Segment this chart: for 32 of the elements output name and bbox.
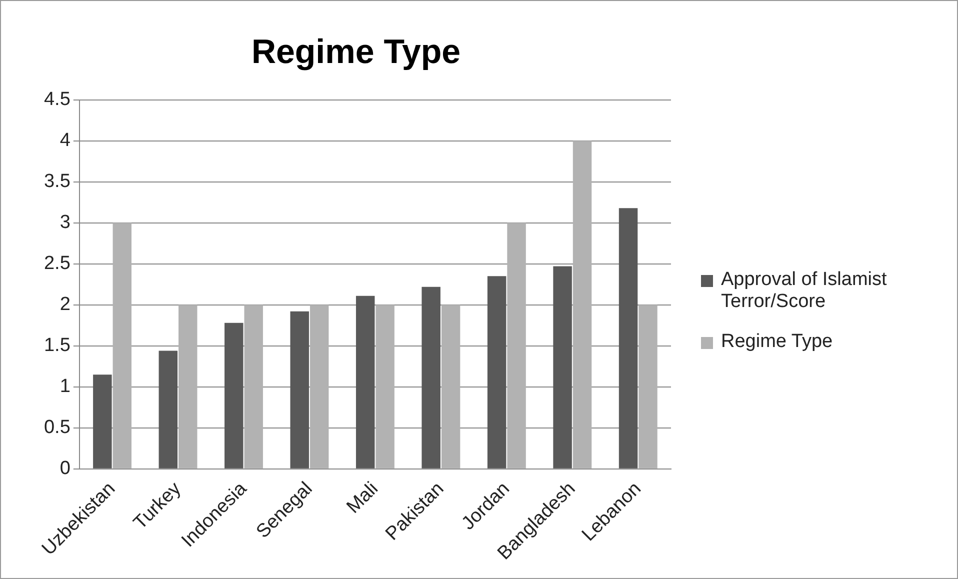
- bar: [487, 276, 506, 468]
- x-tick-label: Mali: [342, 478, 382, 518]
- legend-label: Approval of Islamist Terror/Score: [721, 269, 888, 313]
- chart-title: Regime Type: [251, 32, 461, 71]
- bar: [224, 322, 244, 468]
- bar: [553, 266, 572, 468]
- bar: [112, 222, 132, 468]
- y-tick-label: 0: [60, 458, 70, 480]
- bar: [441, 304, 460, 468]
- bar: [618, 208, 638, 468]
- y-tick-label: 2.5: [44, 253, 70, 274]
- legend-label: Regime Type: [721, 331, 833, 353]
- y-tick-label: 3.5: [44, 171, 70, 192]
- bar: [422, 286, 440, 468]
- y-tick-label: 0.5: [44, 417, 70, 438]
- y-tick-label: 4.5: [44, 89, 70, 110]
- y-tick-label: 1.5: [44, 335, 70, 356]
- bar: [638, 304, 658, 468]
- bar: [376, 304, 394, 468]
- bar: [93, 374, 112, 468]
- bar: [290, 311, 309, 468]
- y-tick-label: 4: [60, 130, 71, 152]
- y-tick-label: 3: [60, 212, 70, 234]
- y-tick-label: 2: [60, 294, 70, 316]
- bar: [178, 304, 198, 468]
- bar: [356, 296, 375, 468]
- bar: [572, 140, 592, 468]
- bar: [310, 304, 329, 468]
- bar: [244, 304, 263, 468]
- y-tick-label: 1: [60, 376, 70, 398]
- bar: [507, 222, 526, 468]
- bar: [158, 350, 178, 468]
